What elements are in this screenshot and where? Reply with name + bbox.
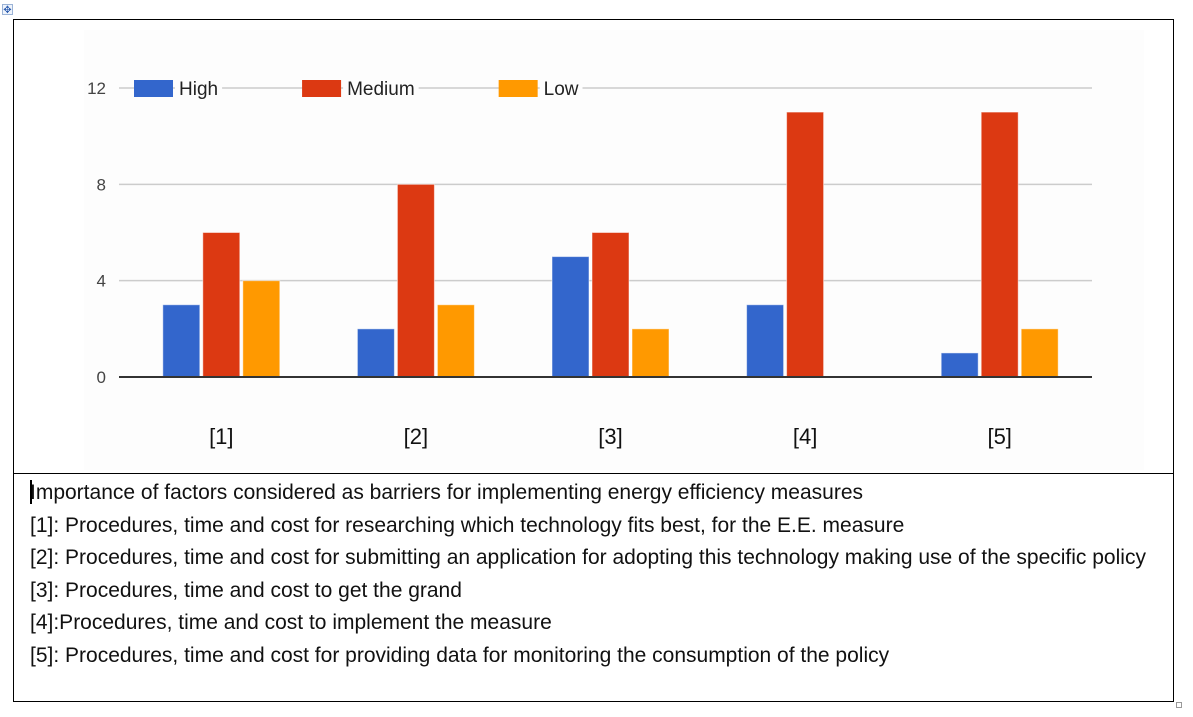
legend-label-background [175, 76, 223, 100]
bar-high-2 [356, 328, 395, 378]
bar-high-1 [162, 304, 201, 378]
table-move-handle-icon[interactable]: ✥ [2, 4, 13, 16]
description-item-3: [3]: Procedures, time and cost to get th… [30, 578, 462, 602]
x-category-label: [1] [209, 424, 233, 449]
legend-label-high: High [179, 79, 218, 100]
description-item-4: [4]:Procedures, time and cost to impleme… [30, 611, 552, 634]
legend-label-low: Low [544, 79, 579, 100]
table-resize-handle-icon[interactable] [1176, 702, 1182, 708]
legend-label-background [343, 76, 419, 100]
bar-medium-4 [786, 111, 825, 378]
bar-medium-2 [396, 183, 435, 378]
description-title: Importance of factors considered as barr… [30, 480, 863, 504]
x-category-label: [4] [793, 424, 817, 449]
text-cursor [30, 480, 32, 504]
bar-low-1 [242, 280, 281, 378]
description-cell[interactable]: Importance of factors considered as barr… [14, 474, 1173, 701]
description-item-5: [5]: Procedures, time and cost for provi… [30, 643, 890, 667]
description-item-2: [2]: Procedures, time and cost for submi… [30, 546, 1146, 569]
bar-medium-3 [591, 232, 630, 378]
document-table: 0 4 8 12 [1] [2] [3] [4] [5] High Medium Low Import… [13, 19, 1174, 702]
description-item-1: [1]: Procedures, time and cost for resea… [30, 513, 905, 537]
bar-low-5 [1020, 328, 1059, 378]
chart-cell: 0 4 8 12 [1] [2] [3] [4] [5] High Medium Low [14, 20, 1173, 474]
bar-high-4 [746, 304, 785, 378]
bar-chart: 0 4 8 12 [1] [2] [3] [4] [5] High Medium Low [87, 76, 1092, 449]
bar-low-3 [631, 328, 670, 378]
legend-swatch-medium [302, 80, 342, 97]
bar-medium-1 [202, 232, 241, 378]
x-category-label: [3] [598, 424, 622, 449]
legend-swatch-low [498, 80, 538, 97]
y-tick-label: 4 [97, 272, 106, 291]
bar-low-2 [436, 304, 475, 378]
y-tick-label: 8 [97, 175, 106, 194]
legend-label-medium: Medium [347, 79, 415, 100]
bar-high-5 [940, 352, 979, 378]
x-category-label: [2] [404, 424, 428, 449]
x-category-label: [5] [987, 424, 1011, 449]
bar-high-3 [551, 256, 590, 378]
y-tick-label: 12 [87, 79, 106, 98]
legend-label-background [539, 76, 583, 100]
y-tick-label: 0 [97, 368, 106, 387]
bar-medium-5 [980, 111, 1019, 378]
legend-swatch-high [134, 80, 173, 97]
